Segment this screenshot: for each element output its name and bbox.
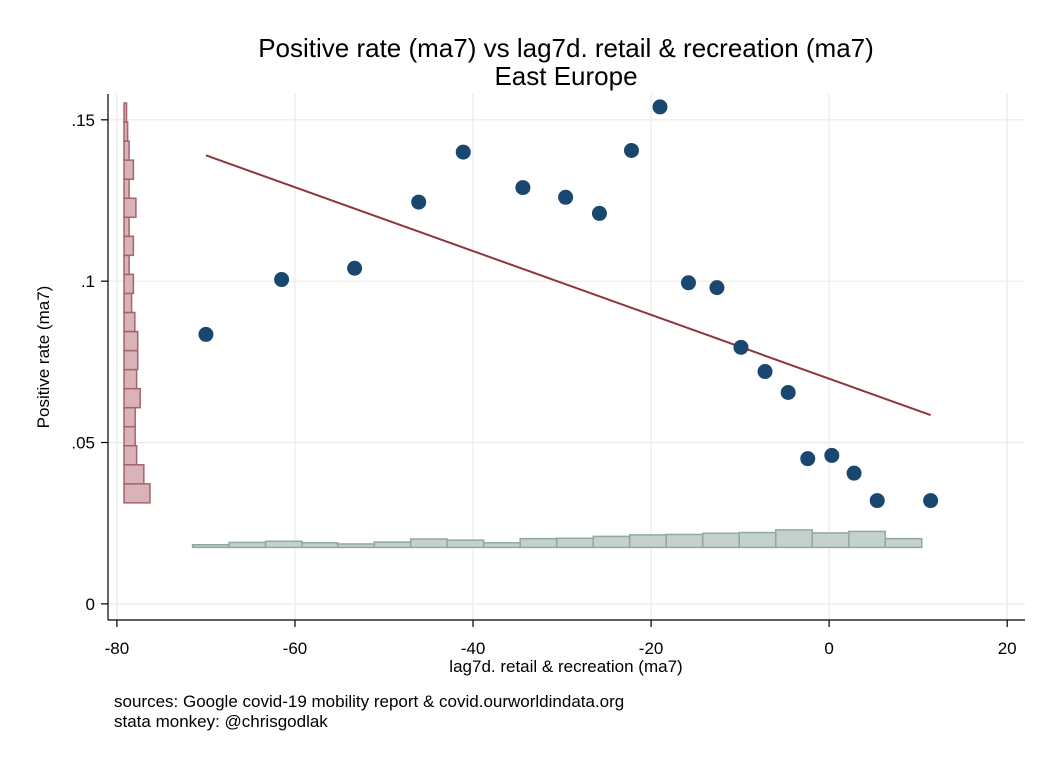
y-histogram-bar	[123, 464, 145, 485]
x-histogram-bar	[373, 541, 412, 549]
x-histogram-bar	[847, 530, 886, 549]
data-point	[591, 205, 607, 221]
x-tick-label: -20	[639, 639, 664, 658]
data-point	[923, 493, 939, 509]
x-tick-label: -40	[461, 639, 486, 658]
x-histogram-bar	[446, 539, 485, 549]
data-point	[455, 144, 471, 160]
y-histogram-bar	[123, 330, 139, 352]
x-tick-label: 0	[824, 639, 833, 658]
x-histogram-bar	[555, 537, 594, 549]
y-histogram-bar	[123, 197, 137, 219]
y-histogram-bar	[123, 406, 136, 428]
chart-subtitle: East Europe	[494, 61, 637, 91]
x-histogram-bar	[264, 540, 303, 549]
y-histogram-bar	[123, 292, 133, 314]
x-histogram-bar	[592, 535, 631, 549]
x-histogram-bar	[301, 542, 339, 549]
data-point	[347, 260, 363, 276]
y-tick-label: .15	[71, 111, 95, 130]
x-histogram	[191, 529, 923, 549]
y-histogram-bar	[123, 216, 130, 238]
y-histogram-bar	[123, 444, 138, 466]
data-point	[411, 194, 427, 210]
y-tick-label: .1	[81, 272, 95, 291]
y-histogram-bar	[123, 102, 128, 123]
y-histogram-bar	[123, 121, 129, 142]
y-tick-label: 0	[86, 595, 95, 614]
data-point	[680, 275, 696, 291]
x-histogram-bar	[191, 543, 230, 549]
y-histogram-bar	[123, 368, 138, 390]
y-histogram-bar	[123, 273, 135, 295]
data-point	[274, 272, 290, 288]
x-tick-label: -80	[105, 639, 130, 658]
x-histogram-bar	[774, 529, 813, 549]
y-histogram-bar	[123, 178, 130, 199]
x-histogram-bar	[336, 543, 375, 549]
x-tick-label: -60	[283, 639, 308, 658]
data-point	[515, 180, 531, 196]
x-tick-label: 20	[998, 639, 1017, 658]
data-point	[800, 451, 816, 467]
y-histogram-bar	[123, 254, 130, 276]
x-histogram-bar	[811, 532, 850, 549]
x-axis-label: lag7d. retail & recreation (ma7)	[449, 657, 682, 676]
x-histogram-bar	[738, 531, 777, 549]
source-note: sources: Google covid-19 mobility report…	[114, 692, 624, 711]
y-histogram	[123, 102, 151, 504]
data-points	[198, 99, 939, 509]
data-point	[733, 339, 749, 355]
x-histogram-bar	[665, 533, 704, 549]
chart-title: Positive rate (ma7) vs lag7d. retail & r…	[258, 33, 874, 63]
credit-note: stata monkey: @chrisgodlak	[114, 712, 328, 731]
y-histogram-bar	[123, 349, 139, 371]
y-histogram-bar	[123, 425, 136, 447]
data-point	[869, 493, 885, 509]
y-histogram-bar	[123, 311, 136, 333]
data-point	[846, 465, 862, 481]
y-histogram-bar	[123, 159, 135, 180]
data-point	[824, 447, 840, 463]
y-tick-label: .05	[71, 434, 95, 453]
data-point	[558, 189, 574, 205]
x-histogram-bar	[628, 534, 667, 549]
fit-line-group	[205, 154, 931, 417]
x-histogram-bar	[884, 537, 923, 549]
y-histogram-bar	[123, 483, 151, 504]
y-axis-label: Positive rate (ma7)	[34, 286, 53, 429]
fit-line	[205, 154, 931, 417]
x-histogram-bar	[482, 542, 521, 549]
x-histogram-bar	[519, 537, 558, 549]
data-point	[780, 384, 796, 400]
data-point	[198, 326, 214, 342]
data-point	[652, 99, 668, 115]
x-axis-ticks: -80 -60 -40 -20 0 20	[105, 620, 1017, 658]
data-point	[709, 280, 725, 296]
x-histogram-bar	[701, 532, 740, 549]
grid-lines	[108, 94, 1025, 620]
y-axis-ticks: 0 .05 .1 .15	[71, 111, 108, 614]
y-histogram-bar	[123, 140, 130, 161]
data-point	[623, 142, 639, 158]
data-point	[757, 364, 773, 380]
x-histogram-bar	[228, 541, 267, 549]
y-histogram-bar	[123, 235, 135, 257]
x-histogram-bar	[409, 538, 448, 549]
y-histogram-bar	[123, 387, 141, 409]
